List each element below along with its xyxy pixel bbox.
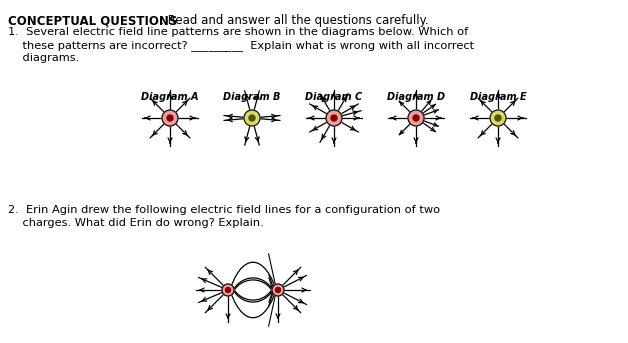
Circle shape — [276, 287, 281, 293]
Text: Diagram D: Diagram D — [387, 92, 445, 102]
Text: Diagram C: Diagram C — [305, 92, 362, 102]
Text: Diagram A: Diagram A — [141, 92, 198, 102]
Circle shape — [331, 115, 337, 121]
Circle shape — [272, 284, 284, 296]
Circle shape — [162, 110, 178, 126]
Text: 2.  Erin Agin drew the following electric field lines for a configuration of two: 2. Erin Agin drew the following electric… — [8, 205, 440, 215]
Text: charges. What did Erin do wrong? Explain.: charges. What did Erin do wrong? Explain… — [8, 218, 264, 228]
Text: Diagram E: Diagram E — [470, 92, 526, 102]
Circle shape — [249, 115, 255, 121]
Text: CONCEPTUAL QUESTIONS: CONCEPTUAL QUESTIONS — [8, 14, 177, 27]
Circle shape — [490, 110, 506, 126]
Circle shape — [244, 110, 260, 126]
Text: diagrams.: diagrams. — [8, 53, 79, 63]
Circle shape — [225, 287, 230, 293]
Circle shape — [408, 110, 424, 126]
Circle shape — [413, 115, 419, 121]
Circle shape — [326, 110, 342, 126]
Text: these patterns are incorrect? _________  Explain what is wrong with all incorrec: these patterns are incorrect? _________ … — [8, 40, 474, 51]
Text: : Read and answer all the questions carefully.: : Read and answer all the questions care… — [160, 14, 429, 27]
Circle shape — [222, 284, 234, 296]
Text: 1.  Several electric field line patterns are shown in the diagrams below. Which : 1. Several electric field line patterns … — [8, 27, 468, 37]
Text: Diagram B: Diagram B — [224, 92, 281, 102]
Circle shape — [495, 115, 501, 121]
Circle shape — [167, 115, 173, 121]
